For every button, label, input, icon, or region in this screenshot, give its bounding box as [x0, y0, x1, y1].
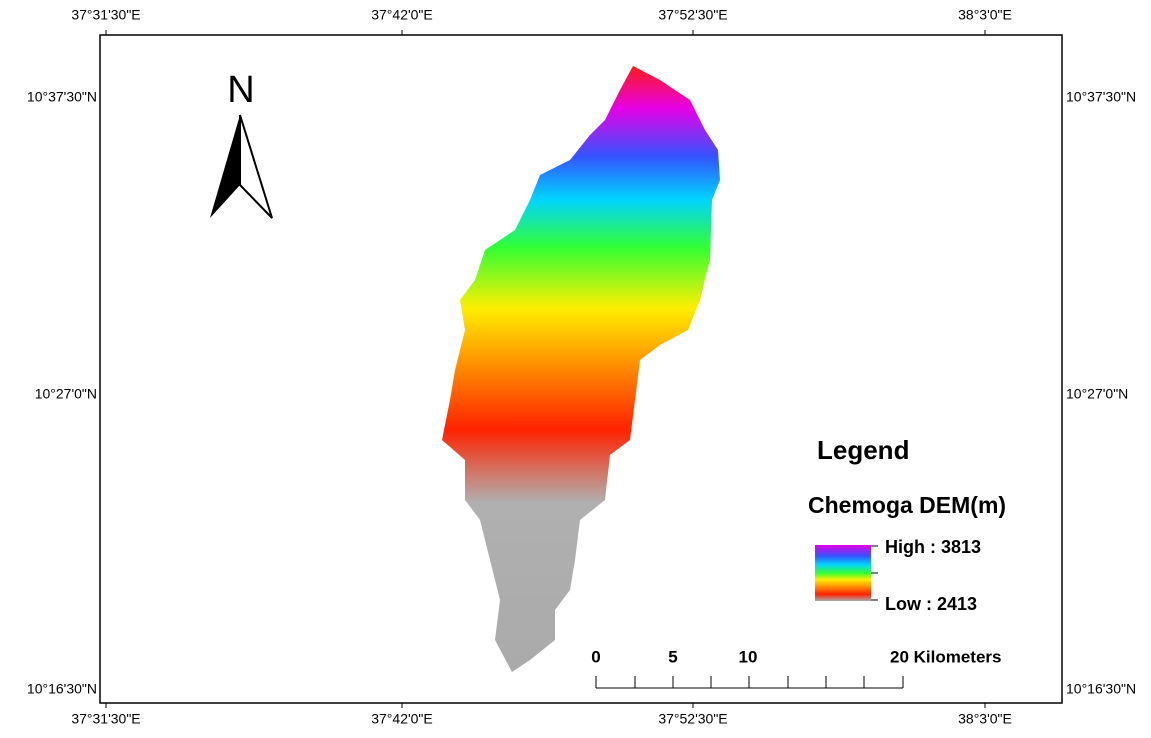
legend-title: Legend	[817, 435, 909, 465]
top-coord-label: 37°42'0"E	[371, 7, 433, 23]
map-figure: N Legend Chemoga DEM(m) High : 3813 Low …	[0, 0, 1151, 733]
north-label: N	[227, 69, 254, 111]
color-ramp	[815, 545, 871, 601]
legend-low: Low : 2413	[885, 594, 977, 614]
scale-label: 10	[739, 647, 758, 666]
top-coord-label: 38°3'0"E	[958, 7, 1012, 23]
left-coord-label: 10°16'30"N	[27, 681, 97, 697]
legend: Legend Chemoga DEM(m) High : 3813 Low : …	[808, 435, 1006, 614]
watershed-dem	[442, 66, 720, 672]
bottom-coord-label: 38°3'0"E	[958, 711, 1012, 727]
right-coord-label: 10°16'30"N	[1066, 681, 1136, 697]
left-coord-label: 10°27'0"N	[35, 386, 97, 402]
bottom-coord-label: 37°42'0"E	[371, 711, 433, 727]
legend-high: High : 3813	[885, 537, 981, 557]
scale-label: 5	[668, 647, 677, 666]
north-arrow: N	[210, 69, 272, 218]
bottom-coord-label: 37°52'30"E	[658, 711, 727, 727]
right-coord-label: 10°37'30"N	[1066, 89, 1136, 105]
scale-label: 0	[591, 647, 600, 666]
top-coord-label: 37°31'30"E	[71, 7, 140, 23]
scale-bar: 0 5 10 20 Kilometers	[591, 647, 1001, 688]
right-coord-label: 10°27'0"N	[1066, 386, 1128, 402]
left-coord-label: 10°37'30"N	[27, 89, 97, 105]
legend-layer: Chemoga DEM(m)	[808, 492, 1006, 518]
bottom-coord-label: 37°31'30"E	[71, 711, 140, 727]
top-coord-label: 37°52'30"E	[658, 7, 727, 23]
scale-label: 20 Kilometers	[890, 647, 1002, 666]
